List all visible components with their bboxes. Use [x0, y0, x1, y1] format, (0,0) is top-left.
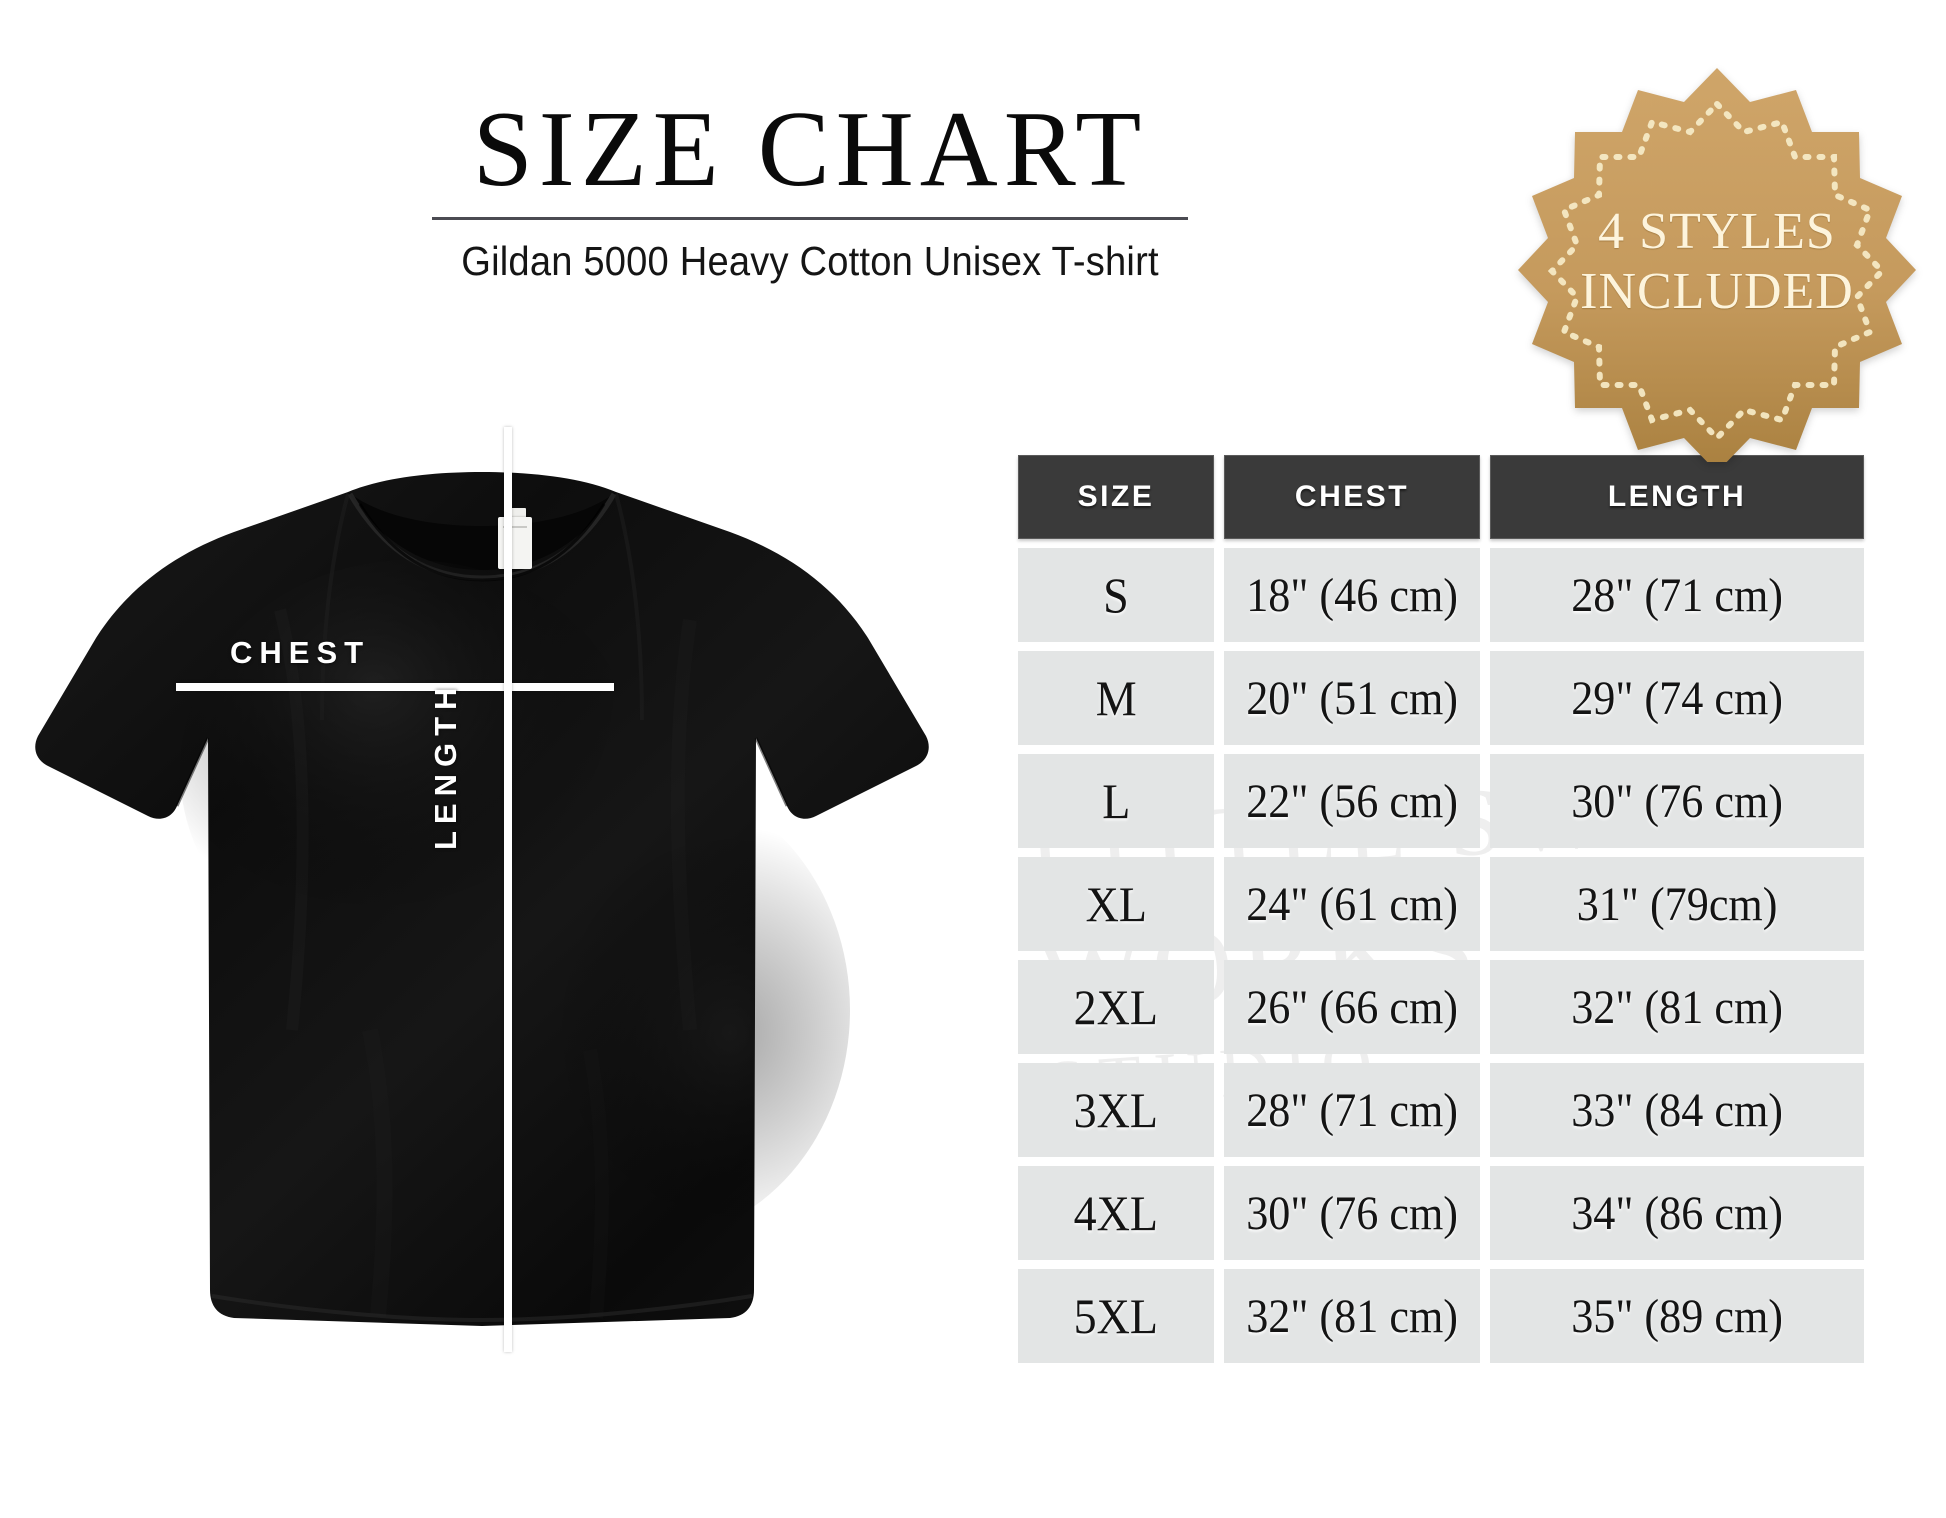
cell-text: 26" (66 cm): [1246, 980, 1458, 1034]
cell-text: 32" (81 cm): [1571, 980, 1783, 1034]
cell-chest: 32" (81 cm): [1224, 1269, 1480, 1363]
cell-text: 32" (81 cm): [1246, 1289, 1458, 1343]
cell-chest: 28" (71 cm): [1224, 1063, 1480, 1157]
cell-text: 30" (76 cm): [1571, 774, 1783, 828]
cell-size: 5XL: [1018, 1269, 1214, 1363]
table-row: M 20" (51 cm) 29" (74 cm): [1018, 651, 1864, 745]
title-divider: [432, 217, 1188, 221]
cell-chest: 26" (66 cm): [1224, 960, 1480, 1054]
chest-measure-line: [176, 683, 614, 691]
cell-text: 30" (76 cm): [1246, 1186, 1458, 1240]
badge-seal-icon: [1518, 68, 1916, 462]
page-subtitle: Gildan 5000 Heavy Cotton Unisex T-shirt: [461, 238, 1159, 285]
cell-text: XL: [1085, 876, 1147, 932]
cell-size: S: [1018, 548, 1214, 642]
cell-chest: 30" (76 cm): [1224, 1166, 1480, 1260]
cell-text: 4XL: [1073, 1185, 1159, 1241]
table-row: 4XL 30" (76 cm) 34" (86 cm): [1018, 1166, 1864, 1260]
cell-length: 29" (74 cm): [1490, 651, 1864, 745]
header-label-length: LENGTH: [1607, 480, 1747, 513]
cell-text: 3XL: [1073, 1082, 1159, 1138]
cell-length: 28" (71 cm): [1490, 548, 1864, 642]
cell-text: 5XL: [1073, 1288, 1159, 1344]
tshirt-icon: [35, 472, 929, 1326]
chest-measure-label: CHEST: [230, 635, 371, 670]
cell-text: 2XL: [1073, 979, 1159, 1035]
cell-text: 28" (71 cm): [1246, 1083, 1458, 1137]
header-label-size: SIZE: [1077, 480, 1155, 513]
header-label-chest: CHEST: [1294, 480, 1410, 513]
header-cell-chest: CHEST: [1224, 455, 1480, 539]
table-header-row: SIZE CHEST LENGTH: [1018, 455, 1864, 539]
cell-text: 34" (86 cm): [1571, 1186, 1783, 1240]
cell-length: 32" (81 cm): [1490, 960, 1864, 1054]
cell-chest: 18" (46 cm): [1224, 548, 1480, 642]
cell-chest: 24" (61 cm): [1224, 857, 1480, 951]
cell-chest: 22" (56 cm): [1224, 754, 1480, 848]
cell-size: XL: [1018, 857, 1214, 951]
cell-text: 22" (56 cm): [1246, 774, 1458, 828]
cell-length: 34" (86 cm): [1490, 1166, 1864, 1260]
cell-size: M: [1018, 651, 1214, 745]
neck-label: [498, 517, 532, 569]
cell-length: 35" (89 cm): [1490, 1269, 1864, 1363]
cell-size: 4XL: [1018, 1166, 1214, 1260]
cell-text: 35" (89 cm): [1571, 1289, 1783, 1343]
cell-text: 20" (51 cm): [1246, 671, 1458, 725]
cell-text: 28" (71 cm): [1571, 568, 1783, 622]
table-row: 5XL 32" (81 cm) 35" (89 cm): [1018, 1269, 1864, 1363]
table-row: 3XL 28" (71 cm) 33" (84 cm): [1018, 1063, 1864, 1157]
table-row: 2XL 26" (66 cm) 32" (81 cm): [1018, 960, 1864, 1054]
cell-size: L: [1018, 754, 1214, 848]
cell-size: 3XL: [1018, 1063, 1214, 1157]
styles-included-badge: 4 STYLES INCLUDED: [1512, 62, 1922, 462]
size-table: SIZE CHEST LENGTH S 18" (46 cm) 28" (71 …: [1018, 455, 1864, 1363]
cell-text: 31" (79cm): [1576, 877, 1778, 931]
length-measure-line: [504, 427, 512, 1352]
table-row: L 22" (56 cm) 30" (76 cm): [1018, 754, 1864, 848]
cell-text: M: [1095, 670, 1137, 726]
cell-text: 29" (74 cm): [1571, 671, 1783, 725]
cell-text: 33" (84 cm): [1571, 1083, 1783, 1137]
page-title: SIZE CHART: [472, 90, 1148, 209]
cell-length: 30" (76 cm): [1490, 754, 1864, 848]
cell-text: L: [1101, 773, 1131, 829]
length-measure-label: LENGTH: [428, 680, 463, 850]
cell-text: 18" (46 cm): [1246, 568, 1458, 622]
cell-length: 31" (79cm): [1490, 857, 1864, 951]
cell-size: 2XL: [1018, 960, 1214, 1054]
cell-chest: 20" (51 cm): [1224, 651, 1480, 745]
neck-tag: [506, 508, 526, 519]
table-row: XL 24" (61 cm) 31" (79cm): [1018, 857, 1864, 951]
cell-text: 24" (61 cm): [1246, 877, 1458, 931]
header-block: SIZE CHART Gildan 5000 Heavy Cotton Unis…: [420, 90, 1200, 285]
cell-length: 33" (84 cm): [1490, 1063, 1864, 1157]
table-row: S 18" (46 cm) 28" (71 cm): [1018, 548, 1864, 642]
header-cell-size: SIZE: [1018, 455, 1214, 539]
header-cell-length: LENGTH: [1490, 455, 1864, 539]
tshirt-illustration: CHEST LENGTH: [30, 427, 930, 1450]
cell-text: S: [1103, 567, 1129, 623]
